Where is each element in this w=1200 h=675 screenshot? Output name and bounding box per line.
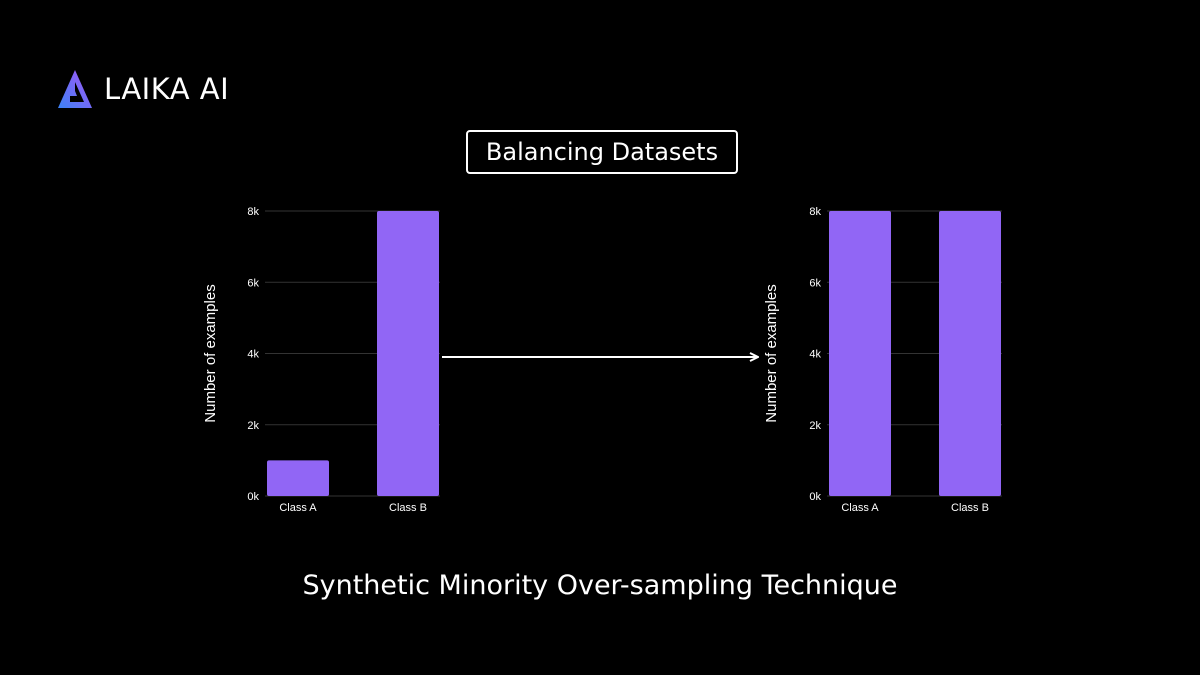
page-title-box: Balancing Datasets bbox=[466, 130, 738, 174]
y-tick-label: 8k bbox=[247, 206, 259, 218]
brand-name: LAIKA AI bbox=[104, 71, 230, 106]
y-axis-title: Number of examples bbox=[202, 284, 219, 422]
bar bbox=[267, 460, 329, 496]
page-title: Balancing Datasets bbox=[485, 138, 719, 166]
y-tick-label: 4k bbox=[809, 349, 821, 361]
triangle-a-icon bbox=[58, 70, 92, 108]
y-tick-label: 8k bbox=[809, 206, 821, 218]
y-tick-label: 0k bbox=[809, 491, 821, 503]
bar bbox=[939, 211, 1001, 496]
bar bbox=[829, 211, 891, 496]
subtitle: Synthetic Minority Over-sampling Techniq… bbox=[302, 570, 898, 601]
chart-after: 0k 2k 4k 6k 8k Number of examples Class A Class… bbox=[763, 206, 1002, 514]
brand-logo: LAIKA AI bbox=[56, 68, 229, 110]
x-tick-label: Class A bbox=[279, 502, 317, 514]
bar bbox=[377, 211, 439, 496]
x-tick-label: Class A bbox=[841, 502, 879, 514]
chart-before: 0k 2k 4k 6k 8k Number of examples Class A Class… bbox=[202, 206, 440, 514]
y-tick-label: 0k bbox=[247, 491, 259, 503]
x-tick-label: Class B bbox=[389, 502, 427, 514]
y-tick-label: 6k bbox=[809, 277, 821, 289]
x-tick-label: Class B bbox=[951, 502, 989, 514]
y-tick-label: 4k bbox=[247, 349, 259, 361]
y-tick-label: 6k bbox=[247, 277, 259, 289]
y-axis-title: Number of examples bbox=[763, 284, 780, 422]
y-tick-label: 2k bbox=[809, 420, 821, 432]
y-tick-label: 2k bbox=[247, 420, 259, 432]
